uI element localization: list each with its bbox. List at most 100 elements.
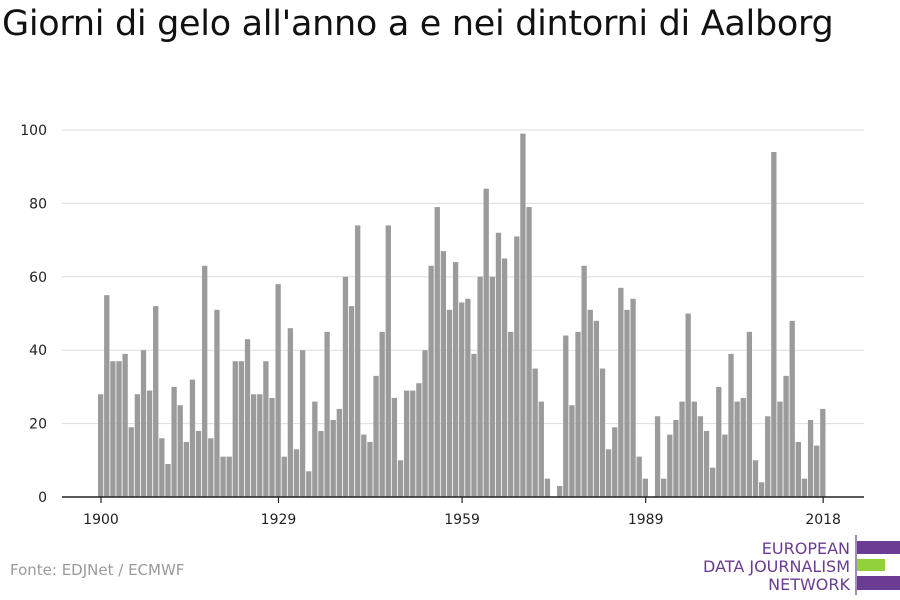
bar[interactable] xyxy=(355,225,361,498)
bar[interactable] xyxy=(642,478,648,497)
bar[interactable] xyxy=(159,438,165,497)
bar[interactable] xyxy=(654,416,661,497)
bar[interactable] xyxy=(716,386,722,497)
bar[interactable] xyxy=(110,361,116,497)
bar[interactable] xyxy=(771,152,777,497)
bar[interactable] xyxy=(232,361,238,497)
bar[interactable] xyxy=(452,262,459,497)
bar[interactable] xyxy=(728,353,734,497)
bar[interactable] xyxy=(379,331,385,497)
bar[interactable] xyxy=(385,225,391,498)
bar[interactable] xyxy=(624,309,630,497)
bar[interactable] xyxy=(299,350,306,497)
bar[interactable] xyxy=(183,441,189,497)
bar[interactable] xyxy=(287,328,294,497)
bar[interactable] xyxy=(220,456,226,497)
bar[interactable] xyxy=(722,434,728,497)
bar[interactable] xyxy=(263,361,269,497)
bar[interactable] xyxy=(324,331,330,497)
bar[interactable] xyxy=(630,298,636,497)
bar[interactable] xyxy=(318,430,324,497)
bar[interactable] xyxy=(165,463,171,497)
bar[interactable] xyxy=(593,320,600,497)
bar[interactable] xyxy=(575,331,581,497)
bar[interactable] xyxy=(752,460,759,497)
bar[interactable] xyxy=(410,390,416,497)
bar[interactable] xyxy=(526,207,532,497)
bar[interactable] xyxy=(293,449,300,497)
bar[interactable] xyxy=(679,401,685,497)
bar[interactable] xyxy=(251,394,257,497)
bar[interactable] xyxy=(746,331,753,497)
bar[interactable] xyxy=(122,353,128,497)
bar[interactable] xyxy=(477,276,483,497)
bar[interactable] xyxy=(171,386,177,497)
bar[interactable] xyxy=(599,368,606,497)
bar[interactable] xyxy=(563,335,569,497)
bar[interactable] xyxy=(544,478,551,497)
bar[interactable] xyxy=(734,401,740,497)
bar[interactable] xyxy=(489,276,495,497)
bar[interactable] xyxy=(367,441,373,497)
bar[interactable] xyxy=(306,471,312,497)
bar[interactable] xyxy=(146,390,153,497)
bar[interactable] xyxy=(391,397,398,497)
bar[interactable] xyxy=(501,258,508,497)
bar[interactable] xyxy=(208,438,214,497)
bar[interactable] xyxy=(459,302,465,497)
bar[interactable] xyxy=(667,434,673,497)
bar[interactable] xyxy=(397,460,404,497)
bar[interactable] xyxy=(440,251,447,497)
bar[interactable] xyxy=(636,456,642,497)
bar[interactable] xyxy=(538,401,544,497)
bar[interactable] xyxy=(612,427,618,497)
bar[interactable] xyxy=(471,353,477,497)
bar[interactable] xyxy=(765,416,771,497)
bar[interactable] xyxy=(801,478,808,497)
bar[interactable] xyxy=(416,383,422,497)
bar[interactable] xyxy=(587,309,593,497)
bar[interactable] xyxy=(795,441,801,497)
bar[interactable] xyxy=(428,265,434,497)
bar[interactable] xyxy=(532,368,538,497)
bar[interactable] xyxy=(330,419,336,497)
bar[interactable] xyxy=(465,298,471,497)
bar[interactable] xyxy=(177,405,183,497)
bar[interactable] xyxy=(514,236,520,497)
edjnet-logo[interactable]: EUROPEAN DATA JOURNALISM NETWORK xyxy=(700,535,900,595)
bar[interactable] xyxy=(685,313,691,498)
bar[interactable] xyxy=(495,232,502,497)
bar[interactable] xyxy=(434,207,440,497)
bar[interactable] xyxy=(569,405,575,497)
bar[interactable] xyxy=(758,482,765,497)
bar[interactable] xyxy=(777,401,783,497)
bar[interactable] xyxy=(789,320,795,497)
bar[interactable] xyxy=(581,265,587,497)
bar[interactable] xyxy=(226,456,232,497)
bar[interactable] xyxy=(275,284,281,497)
bar[interactable] xyxy=(404,390,410,497)
bar[interactable] xyxy=(140,350,147,497)
bar[interactable] xyxy=(104,295,110,497)
bar[interactable] xyxy=(373,375,379,497)
bar[interactable] xyxy=(312,401,318,497)
bar[interactable] xyxy=(740,397,746,497)
bar[interactable] xyxy=(244,339,251,497)
bar[interactable] xyxy=(673,419,679,497)
bar[interactable] xyxy=(814,445,820,497)
bar[interactable] xyxy=(98,394,104,497)
bar[interactable] xyxy=(116,361,122,497)
bar[interactable] xyxy=(520,133,526,498)
bar[interactable] xyxy=(189,379,196,497)
bar[interactable] xyxy=(348,306,355,497)
bar[interactable] xyxy=(446,309,453,497)
bar[interactable] xyxy=(422,350,428,497)
bar[interactable] xyxy=(257,394,263,497)
bar[interactable] xyxy=(783,375,789,497)
bar[interactable] xyxy=(661,478,667,497)
bar[interactable] xyxy=(238,361,245,497)
bar[interactable] xyxy=(269,397,275,497)
bar[interactable] xyxy=(508,331,514,497)
bar[interactable] xyxy=(710,467,716,497)
bar[interactable] xyxy=(153,306,159,497)
